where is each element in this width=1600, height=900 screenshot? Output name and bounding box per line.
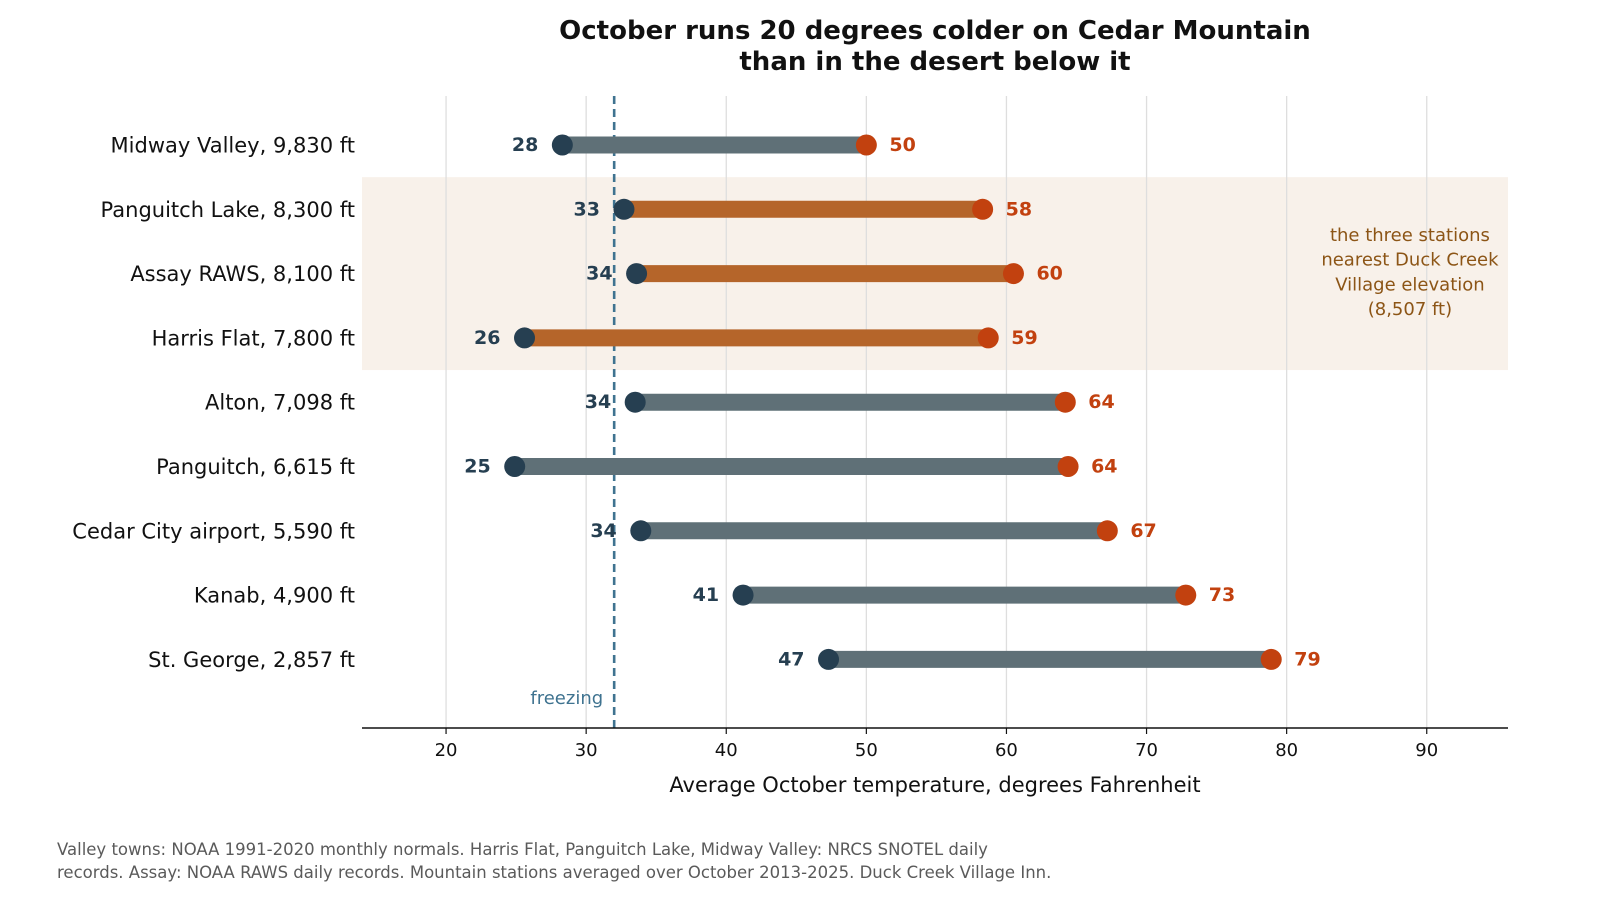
station-label: Panguitch, 6,615 ft <box>156 455 355 479</box>
low-value-label: 47 <box>778 648 804 670</box>
high-dot <box>972 198 994 220</box>
high-value-label: 64 <box>1088 391 1114 413</box>
low-dot <box>818 648 840 670</box>
low-value-label: 33 <box>574 198 600 220</box>
highlight-note: the three stations nearest Duck Creek Vill… <box>1321 225 1499 320</box>
station-label: Assay RAWS, 8,100 ft <box>130 262 355 286</box>
dumbbell-bars: 28 50 33 58 34 60 26 59 34 64 25 64 34 67 41 73 47 79 <box>464 134 1320 670</box>
highlight-note-line: (8,507 ft) <box>1368 299 1452 320</box>
highlight-note-line: the three stations <box>1330 225 1490 246</box>
low-value-label: 34 <box>585 391 611 413</box>
high-value-label: 58 <box>1006 198 1032 220</box>
chart-title-line-1: October runs 20 degrees colder on Cedar … <box>559 16 1311 46</box>
x-tick-label: 20 <box>435 740 458 761</box>
chart-title-line-2: than in the desert below it <box>739 47 1131 77</box>
station-label: Cedar City airport, 5,590 ft <box>72 519 355 543</box>
low-dot <box>551 134 573 156</box>
high-dot <box>1054 391 1076 413</box>
high-dot <box>1057 456 1079 477</box>
x-tick-label: 70 <box>1135 740 1158 761</box>
high-dot <box>1260 648 1282 670</box>
x-tick-label: 40 <box>715 740 738 761</box>
low-value-label: 34 <box>590 520 616 542</box>
station-label: Harris Flat, 7,800 ft <box>152 326 355 350</box>
low-dot <box>630 520 652 542</box>
high-value-label: 60 <box>1036 263 1062 285</box>
low-dot <box>624 391 646 413</box>
low-value-label: 34 <box>586 263 612 285</box>
low-value-label: 26 <box>474 327 500 349</box>
high-value-label: 64 <box>1091 456 1117 478</box>
station-labels: Midway Valley, 9,830 ft Panguitch Lake, 8… <box>72 134 355 672</box>
high-dot <box>1096 520 1118 542</box>
low-dot <box>626 263 648 285</box>
x-tick-label: 80 <box>1275 740 1298 761</box>
high-value-label: 50 <box>889 134 915 156</box>
high-dot <box>1002 263 1024 285</box>
source-note: Valley towns: NOAA 1991-2020 monthly nor… <box>57 838 1357 884</box>
low-dot <box>613 198 635 220</box>
low-dot <box>732 584 754 606</box>
low-dot <box>504 456 526 477</box>
high-value-label: 59 <box>1011 327 1037 349</box>
x-tick-label: 30 <box>575 740 598 761</box>
high-dot <box>855 134 877 156</box>
x-axis-title: Average October temperature, degrees Fah… <box>669 773 1200 797</box>
station-label: Kanab, 4,900 ft <box>194 584 355 608</box>
freezing-label: freezing <box>530 688 603 709</box>
highlight-note-line: Village elevation <box>1335 274 1484 295</box>
high-value-label: 67 <box>1130 520 1156 542</box>
highlight-note-line: nearest Duck Creek <box>1321 250 1499 271</box>
source-note-line-1: Valley towns: NOAA 1991-2020 monthly nor… <box>57 840 988 859</box>
station-label: Midway Valley, 9,830 ft <box>111 134 355 158</box>
low-value-label: 28 <box>512 134 538 156</box>
x-tick-label: 90 <box>1415 740 1438 761</box>
station-label: Alton, 7,098 ft <box>205 391 355 415</box>
high-dot <box>977 327 999 349</box>
source-note-line-2: records. Assay: NOAA RAWS daily records.… <box>57 863 1052 882</box>
chart-title: October runs 20 degrees colder on Cedar … <box>362 16 1508 78</box>
low-value-label: 41 <box>693 584 719 606</box>
high-value-label: 79 <box>1294 648 1320 670</box>
low-dot <box>514 327 536 349</box>
x-tick-label: 60 <box>995 740 1018 761</box>
high-value-label: 73 <box>1209 584 1235 606</box>
x-axis: 20 30 40 50 60 70 80 90 Average October temperat… <box>362 727 1508 797</box>
low-value-label: 25 <box>464 456 490 478</box>
station-label: St. George, 2,857 ft <box>148 648 355 672</box>
x-tick-label: 50 <box>855 740 878 761</box>
station-label: Panguitch Lake, 8,300 ft <box>101 198 355 222</box>
high-dot <box>1175 584 1197 606</box>
freezing-reference: freezing <box>530 96 616 728</box>
